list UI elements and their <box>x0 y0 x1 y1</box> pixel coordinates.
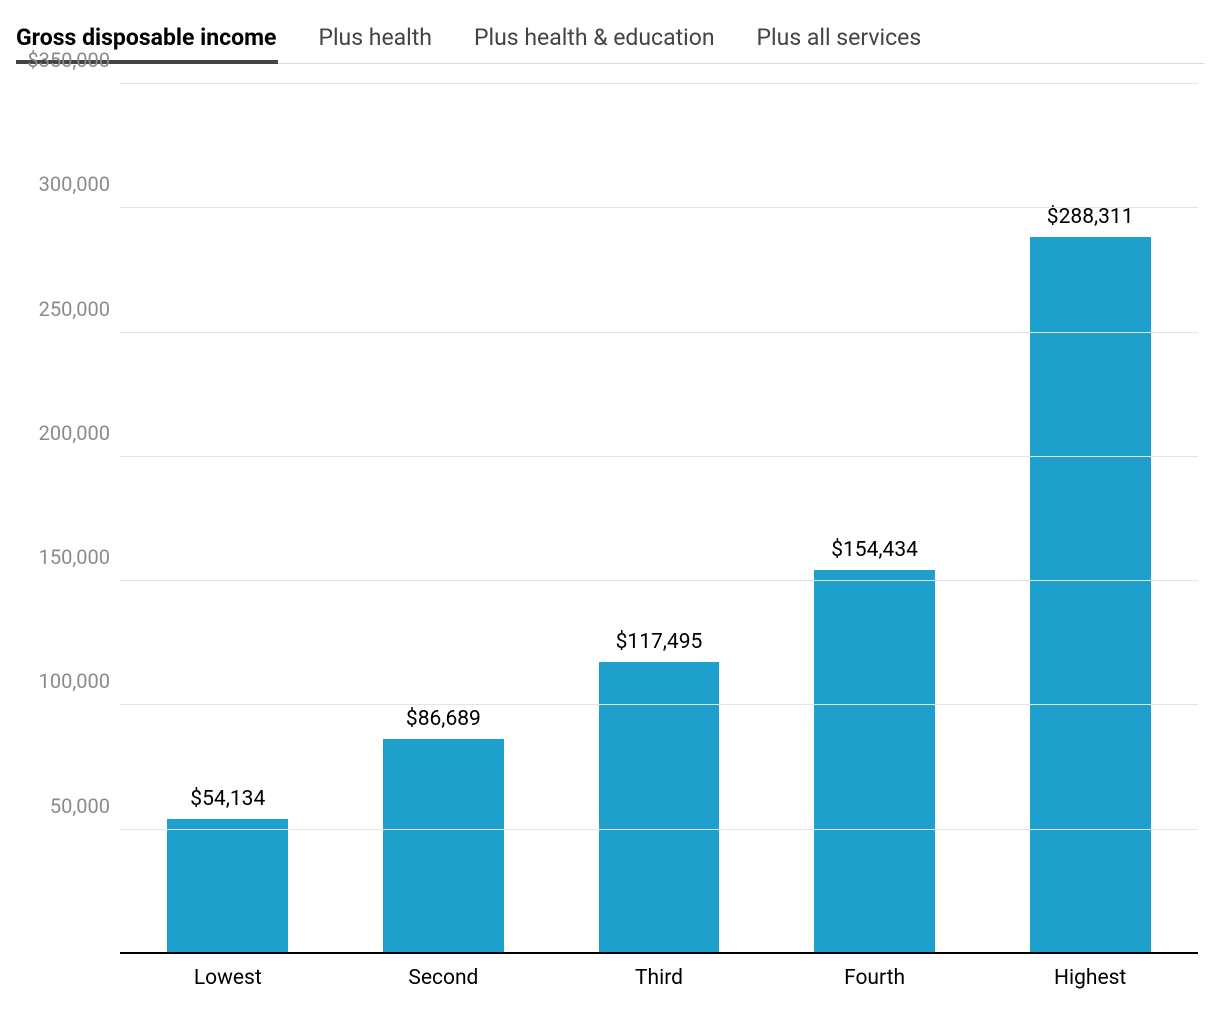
tab-label: Plus all services <box>757 24 922 51</box>
y-axis-label: $350,000 <box>27 48 116 72</box>
bar-slot: $54,134 <box>120 84 336 954</box>
bar-slot: $117,495 <box>551 84 767 954</box>
bar-highest: $288,311 <box>1030 237 1151 954</box>
gridline <box>120 580 1198 581</box>
bar-slot: $288,311 <box>982 84 1198 954</box>
y-axis-label: 50,000 <box>50 794 116 818</box>
tab-plus-health-education[interactable]: Plus health & education <box>474 24 737 63</box>
x-axis-label: Fourth <box>767 958 983 994</box>
x-axis-label: Highest <box>982 958 1198 994</box>
y-axis-label: 200,000 <box>39 421 116 445</box>
bar-slot: $86,689 <box>336 84 552 954</box>
chart-area: $54,134 $86,689 $117,495 $154,434 $288,311 L… <box>16 84 1204 994</box>
bar-lowest: $54,134 <box>167 819 288 954</box>
bar-slot: $154,434 <box>767 84 983 954</box>
bar-value-label: $288,311 <box>1047 205 1134 229</box>
gridline <box>120 704 1198 705</box>
gridline <box>120 456 1198 457</box>
bar-value-label: $86,689 <box>406 707 481 731</box>
bar-value-label: $54,134 <box>190 787 265 811</box>
x-axis-label: Second <box>336 958 552 994</box>
y-axis-label: 250,000 <box>39 297 116 321</box>
y-axis-label: 100,000 <box>39 669 116 693</box>
tab-plus-all-services[interactable]: Plus all services <box>757 24 944 63</box>
x-axis-label: Lowest <box>120 958 336 994</box>
chart-container: Gross disposable income Plus health Plus h… <box>0 0 1220 1020</box>
bar-value-label: $154,434 <box>831 538 918 562</box>
tab-plus-health[interactable]: Plus health <box>318 24 454 63</box>
bar-fourth: $154,434 <box>814 570 935 954</box>
bar-value-label: $117,495 <box>616 630 703 654</box>
tab-label: Plus health & education <box>474 24 715 51</box>
y-axis-label: 150,000 <box>39 545 116 569</box>
x-axis-labels: LowestSecondThirdFourthHighest <box>120 958 1198 994</box>
gridline <box>120 829 1198 830</box>
bar-third: $117,495 <box>599 662 720 954</box>
tab-label: Gross disposable income <box>16 24 276 51</box>
bar-second: $86,689 <box>383 739 504 954</box>
gridline <box>120 207 1198 208</box>
tab-bar: Gross disposable income Plus health Plus h… <box>16 18 1204 64</box>
bars-group: $54,134 $86,689 $117,495 $154,434 $288,311 <box>120 84 1198 954</box>
tab-label: Plus health <box>318 24 432 51</box>
x-axis-label: Third <box>551 958 767 994</box>
gridline <box>120 332 1198 333</box>
y-axis-label: 300,000 <box>39 172 116 196</box>
x-axis-line <box>120 952 1198 954</box>
plot-region: $54,134 $86,689 $117,495 $154,434 $288,311 <box>120 84 1198 954</box>
gridline <box>120 83 1198 84</box>
